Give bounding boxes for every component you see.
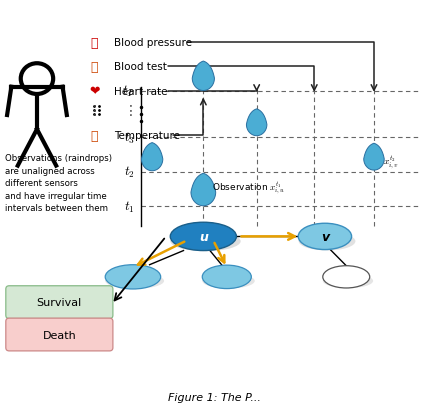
Text: $x_{i,v}^{t_2}$: $x_{i,v}^{t_2}$ xyxy=(383,154,398,171)
Text: Observations (raindrops)
are unaligned across
different sensors
and have irregul: Observations (raindrops) are unaligned a… xyxy=(5,154,112,213)
Ellipse shape xyxy=(202,265,251,289)
Ellipse shape xyxy=(170,232,241,252)
Ellipse shape xyxy=(323,274,373,288)
Text: Blood pressure: Blood pressure xyxy=(114,38,192,48)
Ellipse shape xyxy=(105,273,164,289)
Text: u: u xyxy=(199,230,208,243)
Text: Temperature: Temperature xyxy=(114,131,180,141)
Text: Observation $x_{i,u}^{t_1}$: Observation $x_{i,u}^{t_1}$ xyxy=(212,180,285,197)
Text: Heart rate: Heart rate xyxy=(114,87,167,96)
Ellipse shape xyxy=(323,266,370,288)
Polygon shape xyxy=(192,62,214,91)
Text: 🧪: 🧪 xyxy=(91,61,98,74)
FancyBboxPatch shape xyxy=(6,286,113,319)
Text: $t_T$: $t_T$ xyxy=(122,84,135,99)
Text: ⋮: ⋮ xyxy=(124,104,138,117)
Text: 🌡: 🌡 xyxy=(91,130,98,143)
Ellipse shape xyxy=(298,224,351,250)
Text: Blood test: Blood test xyxy=(114,62,166,72)
Text: Figure 1: The P...: Figure 1: The P... xyxy=(168,392,260,402)
Text: 🩺: 🩺 xyxy=(91,36,98,49)
Text: v: v xyxy=(321,230,329,243)
Ellipse shape xyxy=(202,274,255,289)
Polygon shape xyxy=(191,174,216,206)
Polygon shape xyxy=(364,144,384,171)
Ellipse shape xyxy=(170,223,236,251)
Ellipse shape xyxy=(299,232,355,251)
Text: Survival: Survival xyxy=(37,297,82,307)
Text: ⋮: ⋮ xyxy=(88,104,101,117)
Text: $t_2$: $t_2$ xyxy=(124,164,135,180)
Text: ❤: ❤ xyxy=(89,85,100,98)
Text: Death: Death xyxy=(42,330,76,340)
Polygon shape xyxy=(247,110,267,136)
FancyBboxPatch shape xyxy=(6,318,113,351)
Ellipse shape xyxy=(105,265,160,289)
Text: $t_1$: $t_1$ xyxy=(125,199,135,214)
Text: $t_3$: $t_3$ xyxy=(124,130,135,145)
Polygon shape xyxy=(142,143,163,171)
